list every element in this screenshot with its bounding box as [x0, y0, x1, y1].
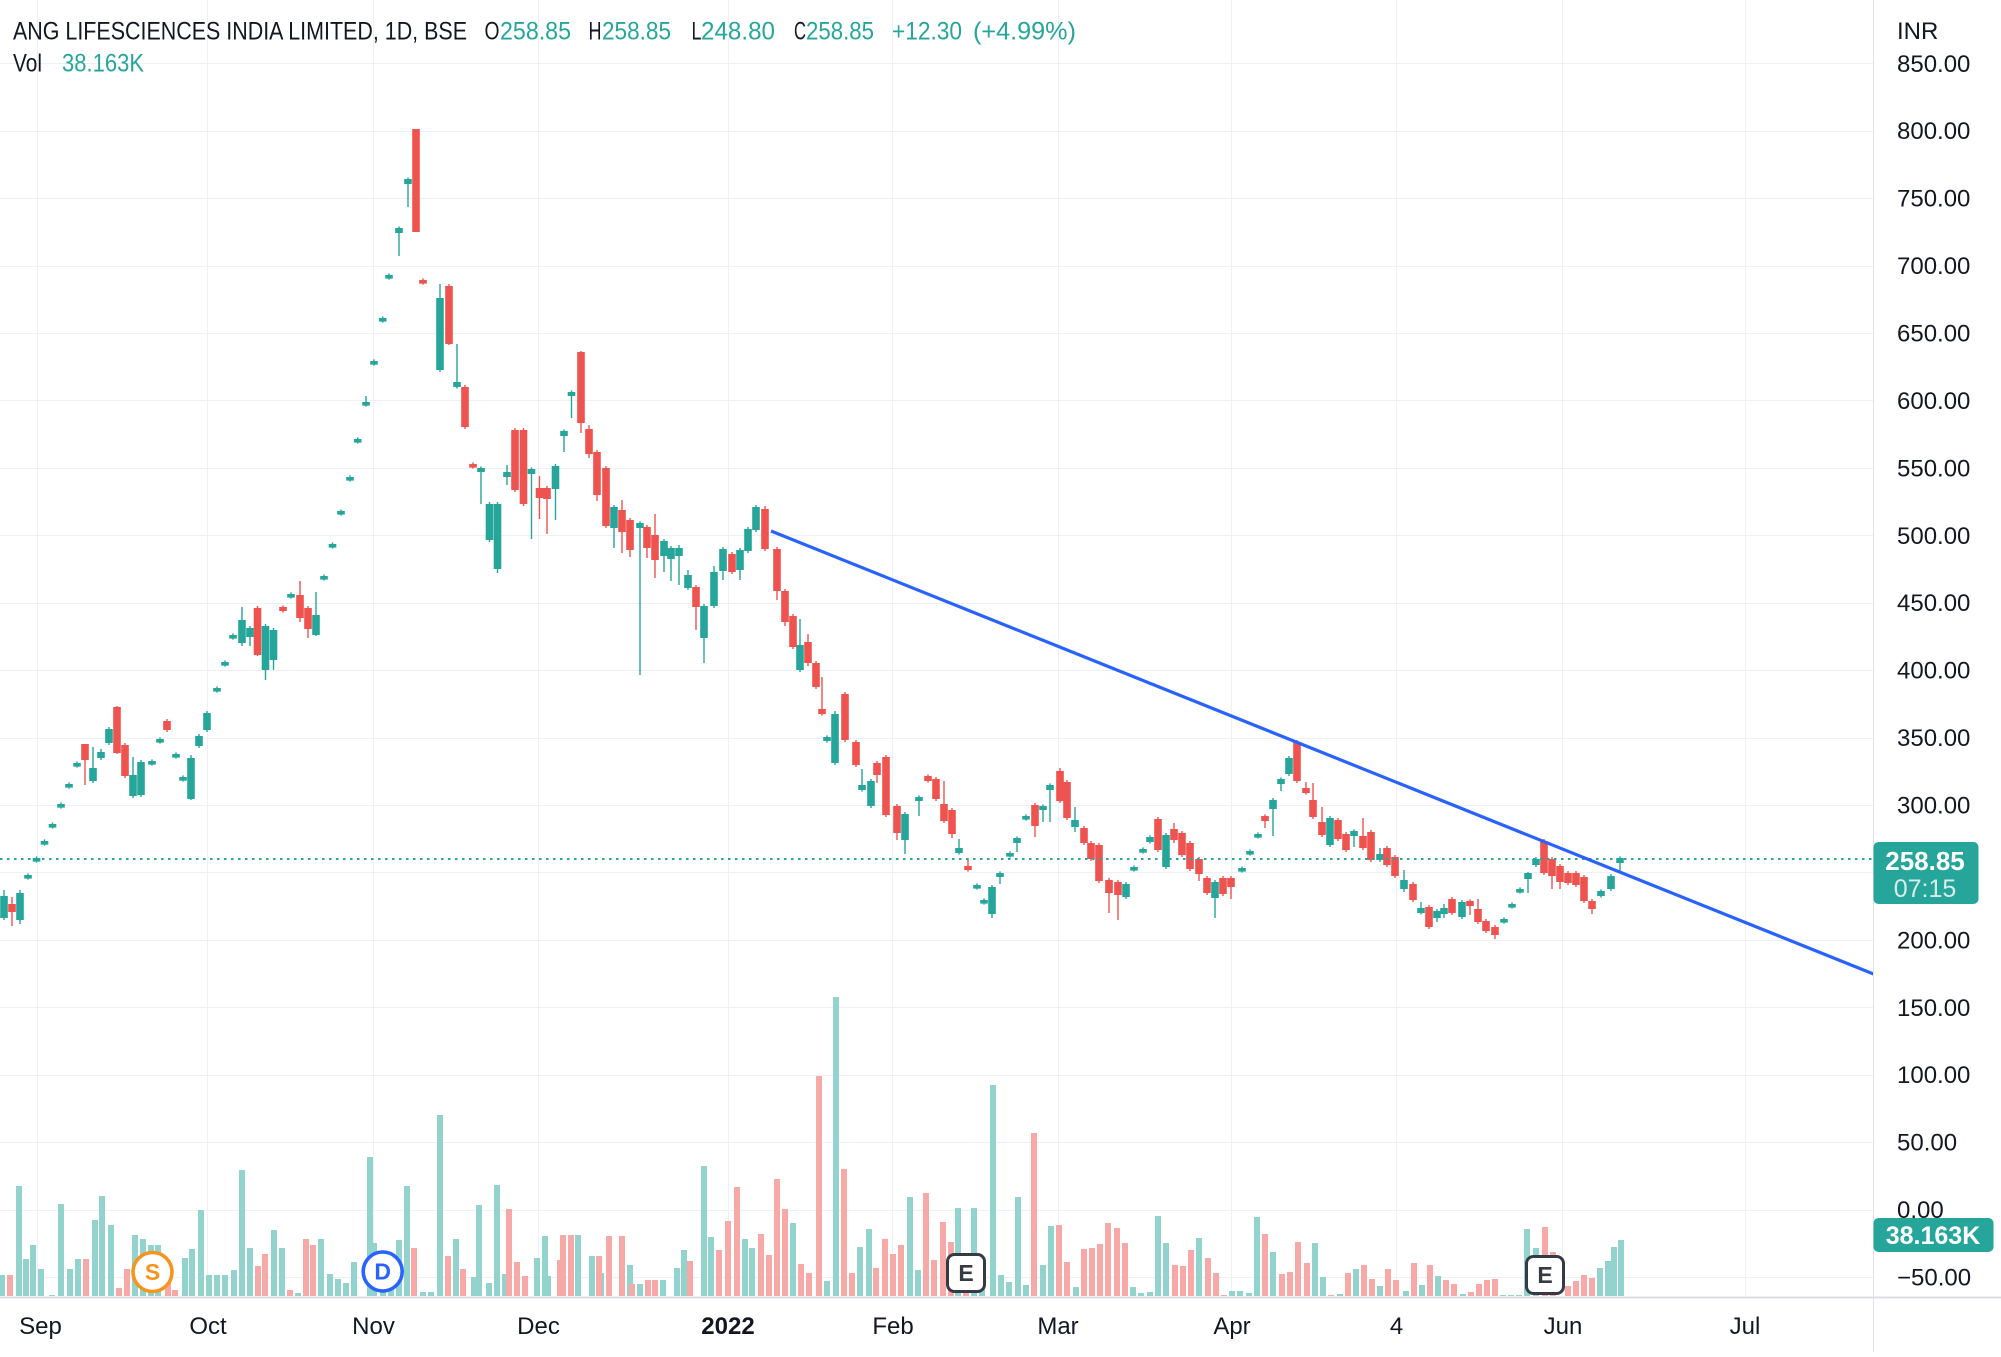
svg-text:(+4.99%): (+4.99%): [973, 18, 1076, 46]
svg-text:700.00: 700.00: [1897, 253, 1970, 280]
svg-text:258.85: 258.85: [1885, 846, 1965, 876]
svg-text:S: S: [145, 1259, 160, 1285]
svg-text:ANG LIFESCIENCES INDIA LIMITED: ANG LIFESCIENCES INDIA LIMITED, 1D, BSE: [13, 18, 467, 46]
svg-text:Jun: Jun: [1544, 1313, 1583, 1340]
svg-text:Jul: Jul: [1730, 1313, 1761, 1340]
svg-text:300.00: 300.00: [1897, 793, 1970, 820]
svg-text:E: E: [958, 1260, 973, 1286]
svg-text:150.00: 150.00: [1897, 995, 1970, 1022]
svg-text:2022: 2022: [701, 1313, 754, 1340]
svg-text:Vol: Vol: [13, 50, 42, 78]
svg-text:258.85: 258.85: [602, 18, 671, 46]
svg-text:450.00: 450.00: [1897, 590, 1970, 617]
svg-text:350.00: 350.00: [1897, 725, 1970, 752]
svg-text:248.80: 248.80: [701, 18, 775, 46]
svg-text:200.00: 200.00: [1897, 927, 1970, 954]
svg-text:258.85: 258.85: [806, 18, 874, 46]
svg-text:+12.30: +12.30: [892, 18, 962, 46]
svg-text:−50.00: −50.00: [1897, 1265, 1971, 1292]
svg-text:Sep: Sep: [19, 1313, 62, 1340]
svg-text:C: C: [794, 18, 806, 46]
svg-text:O: O: [485, 18, 500, 46]
svg-text:800.00: 800.00: [1897, 118, 1970, 145]
svg-text:38.163K: 38.163K: [1886, 1222, 1981, 1250]
svg-text:500.00: 500.00: [1897, 523, 1970, 550]
svg-text:50.00: 50.00: [1897, 1130, 1957, 1157]
svg-text:D: D: [374, 1259, 391, 1285]
svg-text:Dec: Dec: [517, 1313, 560, 1340]
svg-text:400.00: 400.00: [1897, 658, 1970, 685]
svg-text:550.00: 550.00: [1897, 455, 1970, 482]
svg-text:Mar: Mar: [1037, 1313, 1078, 1340]
svg-text:INR: INR: [1897, 18, 1938, 45]
svg-text:100.00: 100.00: [1897, 1062, 1970, 1089]
svg-text:Oct: Oct: [189, 1313, 227, 1340]
svg-text:650.00: 650.00: [1897, 321, 1970, 348]
svg-text:Nov: Nov: [352, 1313, 395, 1340]
svg-text:38.163K: 38.163K: [62, 50, 144, 78]
svg-text:600.00: 600.00: [1897, 388, 1970, 415]
svg-text:850.00: 850.00: [1897, 51, 1970, 78]
svg-text:L: L: [692, 18, 702, 46]
svg-text:750.00: 750.00: [1897, 186, 1970, 213]
svg-text:E: E: [1537, 1262, 1552, 1288]
svg-text:07:15: 07:15: [1894, 875, 1957, 903]
svg-text:Apr: Apr: [1213, 1313, 1250, 1340]
svg-text:H: H: [589, 18, 602, 46]
svg-text:258.85: 258.85: [500, 18, 571, 46]
svg-text:4: 4: [1390, 1313, 1403, 1340]
svg-text:Feb: Feb: [872, 1313, 913, 1340]
